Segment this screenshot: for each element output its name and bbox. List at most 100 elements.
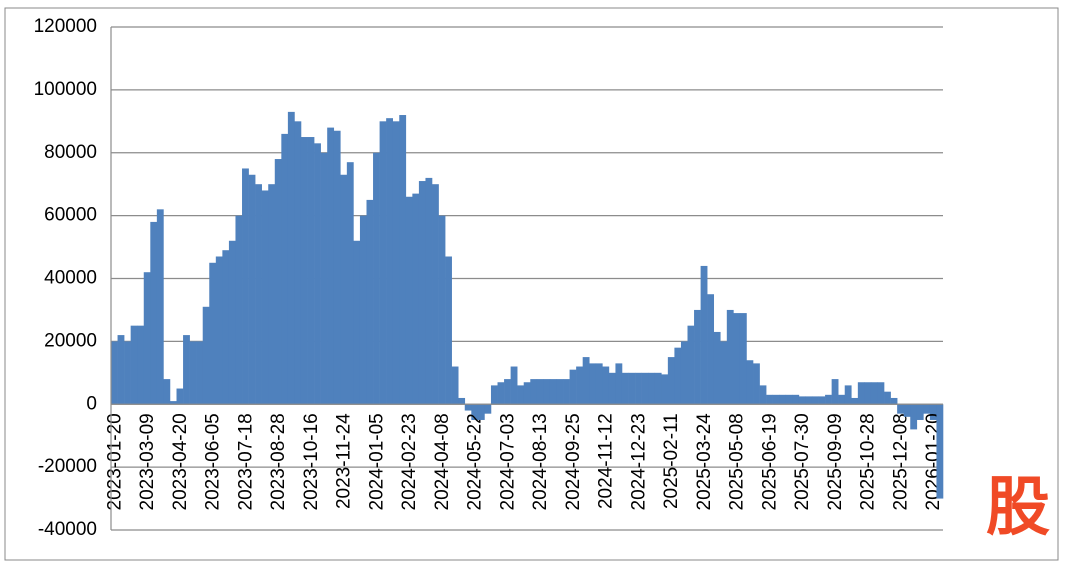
bar (536, 379, 544, 405)
bar (379, 121, 387, 405)
bar (418, 181, 426, 405)
bar (595, 363, 603, 405)
bar (720, 341, 728, 405)
bar (458, 397, 466, 405)
bar (818, 396, 826, 405)
bar (654, 372, 662, 405)
bar (353, 240, 361, 405)
bar (766, 394, 773, 405)
bar (196, 341, 204, 405)
bar (556, 379, 564, 405)
bar (248, 174, 256, 405)
bar (156, 209, 164, 405)
bar (831, 379, 839, 405)
x-tick-label: 2024-02-23 (399, 413, 420, 510)
x-tick-label: 2023-04-20 (170, 413, 191, 510)
bar (451, 366, 459, 405)
bar (916, 404, 924, 420)
bar (517, 385, 525, 405)
bar (425, 177, 433, 405)
bar (111, 341, 118, 405)
bar (870, 382, 878, 405)
bar (373, 152, 380, 405)
bar (713, 331, 721, 405)
bar (877, 382, 885, 405)
x-tick-label: 2024-01-05 (366, 413, 387, 510)
bar (438, 215, 446, 405)
x-tick-label: 2023-08-28 (268, 413, 289, 510)
x-tick-label: 2025-12-08 (890, 413, 911, 510)
x-tick-label: 2024-09-25 (563, 413, 584, 510)
y-tick-label: 60000 (44, 205, 97, 226)
bar (897, 404, 904, 414)
bar (471, 404, 479, 420)
x-tick-label: 2023-01-20 (104, 413, 125, 510)
x-tick-label: 2025-05-08 (727, 413, 748, 510)
bar (602, 366, 610, 405)
x-tick-label: 2024-05-22 (465, 413, 486, 510)
bar (183, 335, 190, 405)
bar (464, 404, 472, 411)
x-tick-label: 2025-03-24 (694, 413, 715, 511)
x-tick-label: 2023-07-18 (235, 413, 256, 510)
bar (903, 404, 911, 417)
bar (124, 341, 131, 405)
bar (530, 379, 538, 405)
bar (268, 184, 276, 405)
bar (844, 385, 852, 405)
bar (202, 306, 210, 405)
y-tick-label: -40000 (38, 519, 97, 540)
bar (648, 372, 656, 405)
y-tick-label: 40000 (44, 268, 97, 289)
bar (890, 397, 898, 405)
bar (176, 388, 184, 405)
bar (405, 196, 413, 405)
x-tick-label: 2023-11-24 (334, 413, 355, 509)
bar (477, 404, 485, 420)
bar (700, 265, 708, 405)
bar (621, 372, 629, 405)
bar (235, 215, 243, 405)
bar (811, 396, 819, 405)
x-tick-label: 2024-11-12 (596, 413, 617, 509)
y-tick-label: -20000 (38, 456, 97, 477)
x-tick-label: 2025-10-28 (858, 413, 879, 510)
bar (936, 404, 944, 499)
bar (255, 184, 262, 405)
bar (851, 397, 859, 405)
bar (694, 309, 701, 405)
bar (753, 363, 760, 405)
bar (340, 174, 348, 405)
bar (359, 215, 367, 405)
bar (798, 396, 806, 405)
bar (412, 193, 420, 405)
bar (543, 379, 551, 405)
x-tick-label: 2025-02-11 (661, 413, 682, 509)
x-tick-label: 2024-04-08 (432, 413, 453, 510)
bar (130, 325, 138, 405)
bar (386, 118, 394, 405)
bar (667, 357, 675, 405)
x-tick-label: 2023-06-05 (203, 413, 224, 510)
watermark: 股 (986, 471, 1050, 543)
y-tick-label: 80000 (44, 142, 97, 163)
bar (281, 133, 289, 405)
bar (864, 382, 872, 405)
x-tick-label: 2025-09-09 (825, 413, 846, 510)
bar (779, 394, 787, 405)
bar (884, 391, 891, 405)
bar (785, 394, 793, 405)
x-tick-label: 2024-08-13 (530, 413, 551, 510)
x-tick-label: 2025-06-19 (759, 413, 780, 510)
bar (661, 374, 669, 405)
bar (274, 159, 282, 405)
bar (392, 121, 400, 405)
bar (746, 360, 754, 405)
bar (242, 168, 249, 405)
bar (523, 382, 531, 405)
bar (929, 404, 937, 420)
bar (300, 137, 308, 405)
bar (320, 152, 328, 405)
